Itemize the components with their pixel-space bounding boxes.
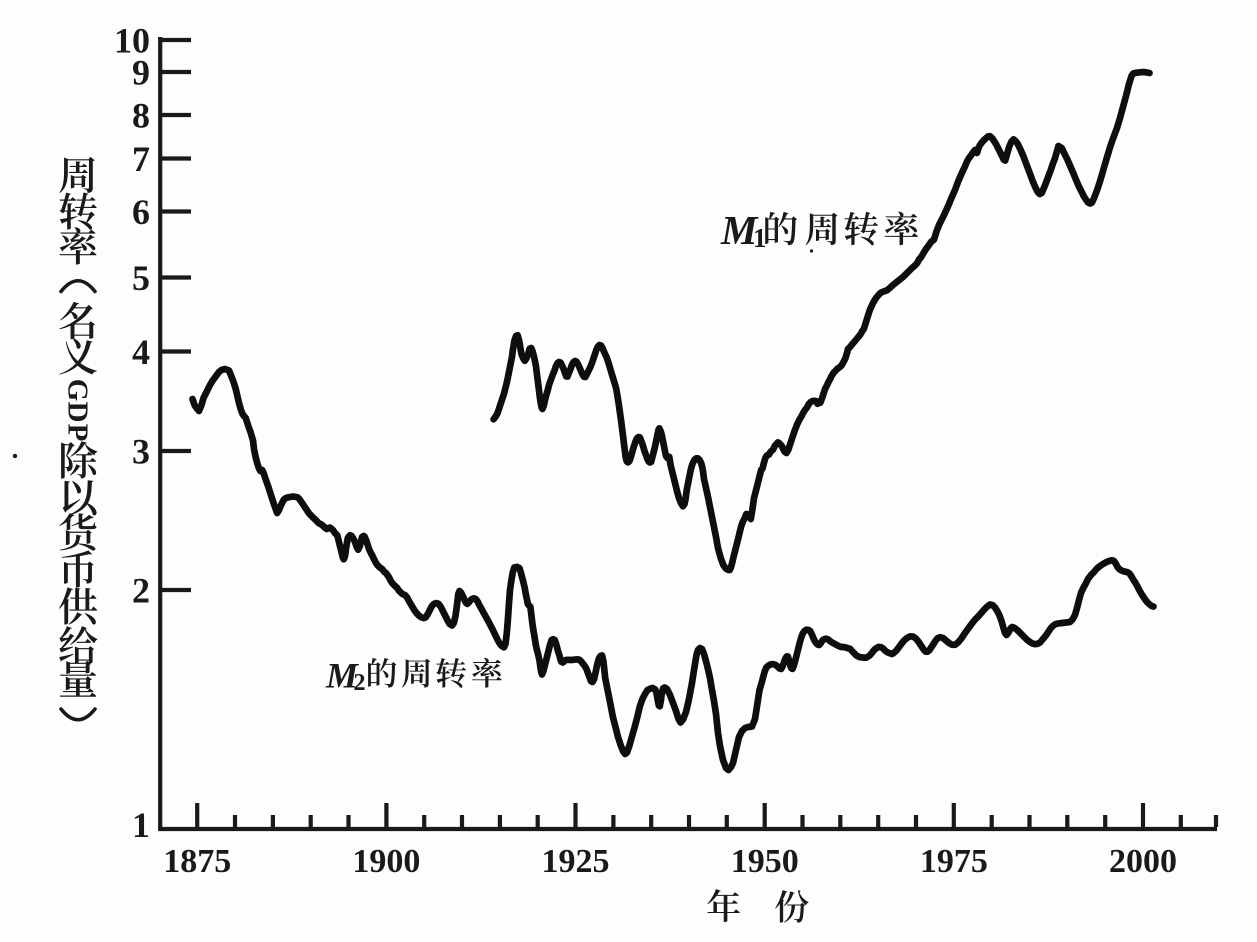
svg-text:2: 2 (354, 670, 366, 696)
svg-text:1925: 1925 (542, 843, 610, 880)
svg-text:M: M (325, 656, 360, 696)
svg-text:9: 9 (132, 52, 150, 92)
svg-text:1: 1 (132, 805, 150, 845)
svg-text:D: D (62, 402, 94, 423)
svg-text:1900: 1900 (352, 843, 420, 880)
svg-text:1: 1 (753, 223, 767, 253)
svg-text:G: G (62, 379, 94, 402)
svg-text:4: 4 (132, 332, 150, 372)
svg-text:5: 5 (132, 258, 150, 298)
svg-text:3: 3 (132, 431, 150, 471)
svg-text:1975: 1975 (920, 843, 988, 880)
svg-text:2: 2 (132, 570, 150, 610)
svg-text:8: 8 (132, 95, 150, 135)
svg-text:7: 7 (132, 139, 150, 179)
svg-text:M: M (720, 207, 759, 253)
svg-text:1875: 1875 (163, 843, 231, 880)
svg-text:6: 6 (132, 192, 150, 232)
svg-text:P: P (62, 424, 94, 442)
svg-text:1950: 1950 (731, 843, 799, 880)
svg-text:10: 10 (114, 20, 150, 60)
svg-text:2000: 2000 (1109, 843, 1177, 880)
